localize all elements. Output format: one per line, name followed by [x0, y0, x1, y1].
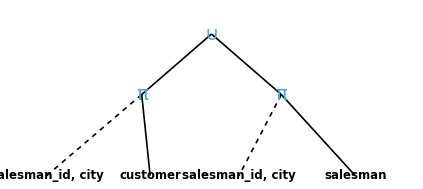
Text: π: π — [136, 85, 148, 104]
Text: customer: customer — [119, 169, 181, 182]
Text: π: π — [275, 85, 287, 104]
Text: salesman_id, city: salesman_id, city — [0, 169, 103, 182]
Text: salesman: salesman — [324, 169, 387, 182]
Text: ∪: ∪ — [204, 25, 219, 43]
Text: salesman_id, city: salesman_id, city — [182, 169, 296, 182]
